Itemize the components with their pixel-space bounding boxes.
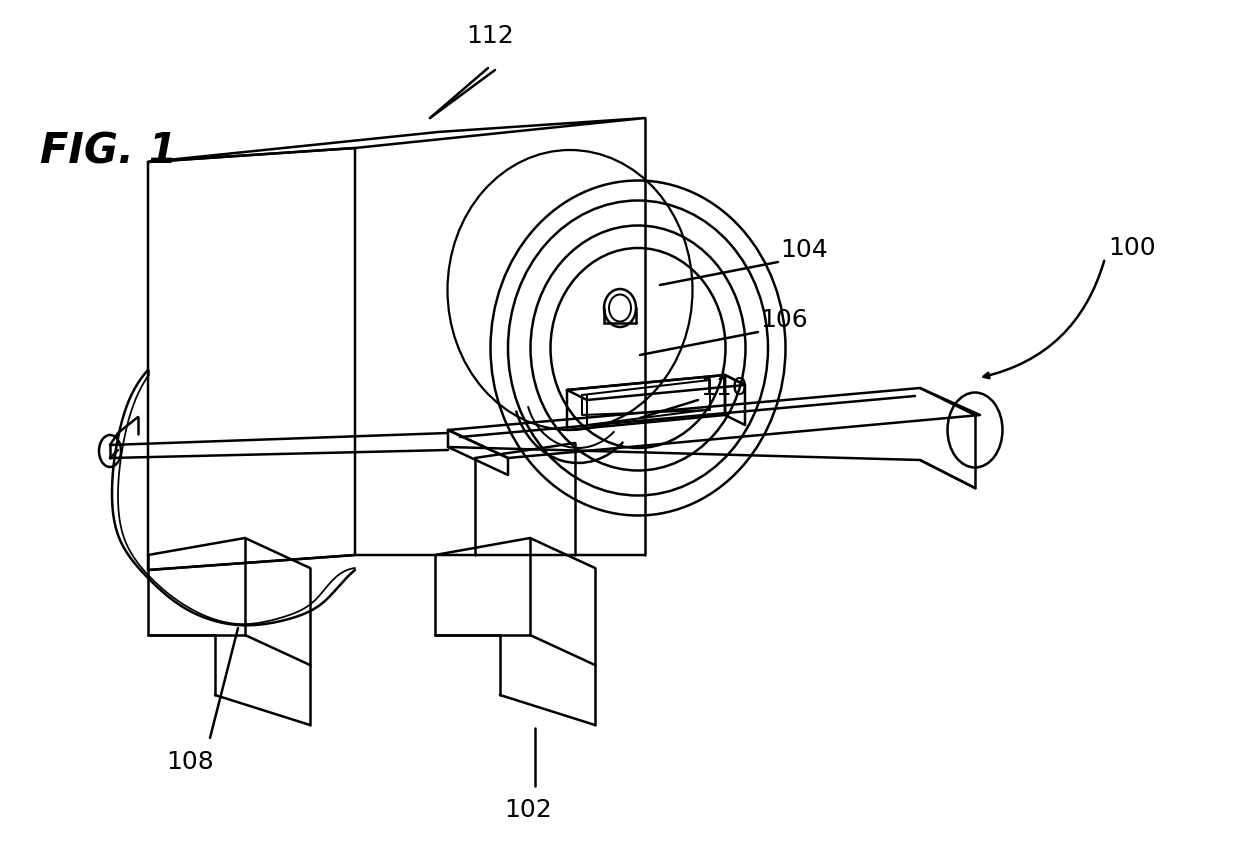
Text: 112: 112: [466, 24, 513, 48]
Text: 102: 102: [505, 798, 552, 822]
Text: 110: 110: [701, 376, 748, 400]
Text: FIG. 1: FIG. 1: [40, 130, 177, 172]
Text: 108: 108: [166, 750, 213, 774]
Text: 100: 100: [1109, 236, 1156, 260]
Text: 104: 104: [780, 238, 828, 262]
Text: 106: 106: [760, 308, 807, 332]
